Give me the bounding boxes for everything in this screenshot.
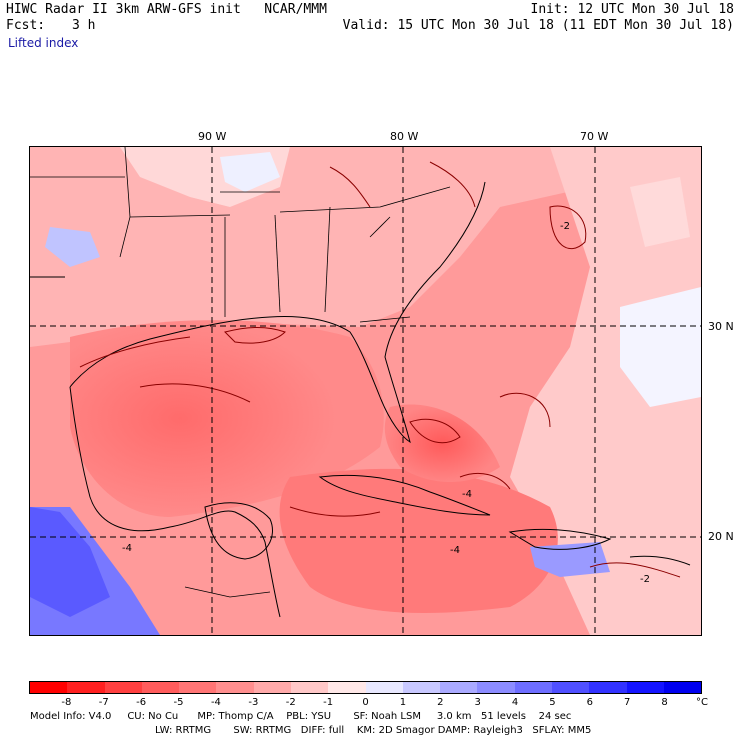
valid-time: Valid: 15 UTC Mon 30 Jul 18 (11 EDT Mon …	[342, 18, 734, 33]
stable-core-mexico	[30, 507, 110, 617]
colorbar-swatch	[477, 682, 515, 693]
colorbar-tick-label: -7	[98, 697, 109, 708]
colorbar-swatch	[179, 682, 217, 693]
colorbar-swatch	[440, 682, 478, 693]
colorbar-tick-label: 0	[362, 697, 369, 708]
contour-label: -4	[122, 543, 132, 554]
contour-label: -4	[462, 489, 472, 500]
stable-patch-north	[220, 152, 280, 192]
colorbar-tick-label: -8	[61, 697, 72, 708]
colorbar-tick-label: 5	[549, 697, 556, 708]
stable-patch-atlantic	[620, 287, 701, 407]
colorbar-unit: °C	[696, 697, 708, 708]
stable-patch-hispaniola	[530, 542, 610, 577]
colorbar-tick-label: -4	[210, 697, 221, 708]
colorbar-tick-label: -1	[323, 697, 334, 708]
colorbar-tick-label: -6	[136, 697, 147, 708]
lon-label-80w: 80 W	[390, 130, 419, 143]
init-time: Init: 12 UTC Mon 30 Jul 18	[530, 2, 735, 17]
contour-label: -4	[450, 545, 460, 556]
colorbar-tick-label: 2	[437, 697, 444, 708]
atlantic-field	[510, 147, 701, 635]
model-info-line1: Model Info: V4.0 CU: No Cu MP: Thomp C/A…	[30, 711, 572, 722]
colorbar-tick-label: 4	[511, 697, 519, 708]
colorbar-tick-label: 1	[399, 697, 407, 708]
colorbar-tick-label: 3	[474, 697, 481, 708]
lat-label-20n: 20 N	[708, 530, 734, 543]
model-title: HIWC Radar II 3km ARW-GFS init NCAR/MMM	[6, 2, 327, 17]
contour-label: -2	[640, 574, 650, 585]
map-canvas: -2 -4 -4 -4 -2	[30, 147, 701, 635]
colorbar-swatch	[290, 682, 329, 693]
coastlines	[30, 181, 691, 618]
colorbar-tick-label: -5	[173, 697, 184, 708]
colorbar-swatch	[67, 682, 105, 693]
colorbar-swatch	[365, 682, 403, 693]
political-borders	[30, 147, 451, 598]
forecast-hour: 3 h	[72, 18, 96, 33]
colorbar	[29, 681, 702, 694]
lon-label-90w: 90 W	[198, 130, 227, 143]
lon-label-70w: 70 W	[580, 130, 609, 143]
model-info-line2: LW: RRTMG SW: RRTMG DIFF: full KM: 2D Sm…	[155, 725, 592, 736]
stable-patch-texas	[45, 227, 100, 267]
gulf-field	[70, 320, 384, 517]
lat-label-30n: 30 N	[708, 320, 734, 333]
colorbar-swatch	[663, 682, 702, 693]
colorbar-swatch	[141, 682, 180, 693]
colorbar-swatch	[216, 682, 254, 693]
colorbar-tick-label: 6	[586, 697, 594, 708]
colorbar-swatch	[253, 682, 291, 693]
contour-label-group: -2 -4 -4 -4 -2	[122, 221, 650, 585]
colorbar-swatch	[402, 682, 441, 693]
colorbar-swatch	[328, 682, 366, 693]
caribbean-field	[279, 468, 558, 613]
colorbar-swatch	[30, 682, 68, 693]
graticule	[30, 147, 701, 635]
colorbar-tick-label: 7	[624, 697, 631, 708]
atlantic-light-patch	[630, 177, 690, 247]
contour-lines	[79, 161, 681, 578]
colorbar-tick-label: -2	[285, 697, 296, 708]
colorbar-tick-label: 8	[661, 697, 668, 708]
colorbar-swatch	[551, 682, 590, 693]
colorbar-tick-label: -3	[248, 697, 259, 708]
contour-label: -2	[560, 221, 570, 232]
colorbar-swatch	[104, 682, 142, 693]
colorbar-swatch	[589, 682, 627, 693]
forecast-label: Fcst:	[6, 18, 46, 33]
colorbar-swatch	[514, 682, 552, 693]
lifted-index-map: -2 -4 -4 -4 -2	[29, 146, 702, 636]
colorbar-swatch	[626, 682, 664, 693]
field-name: Lifted index	[8, 36, 79, 50]
